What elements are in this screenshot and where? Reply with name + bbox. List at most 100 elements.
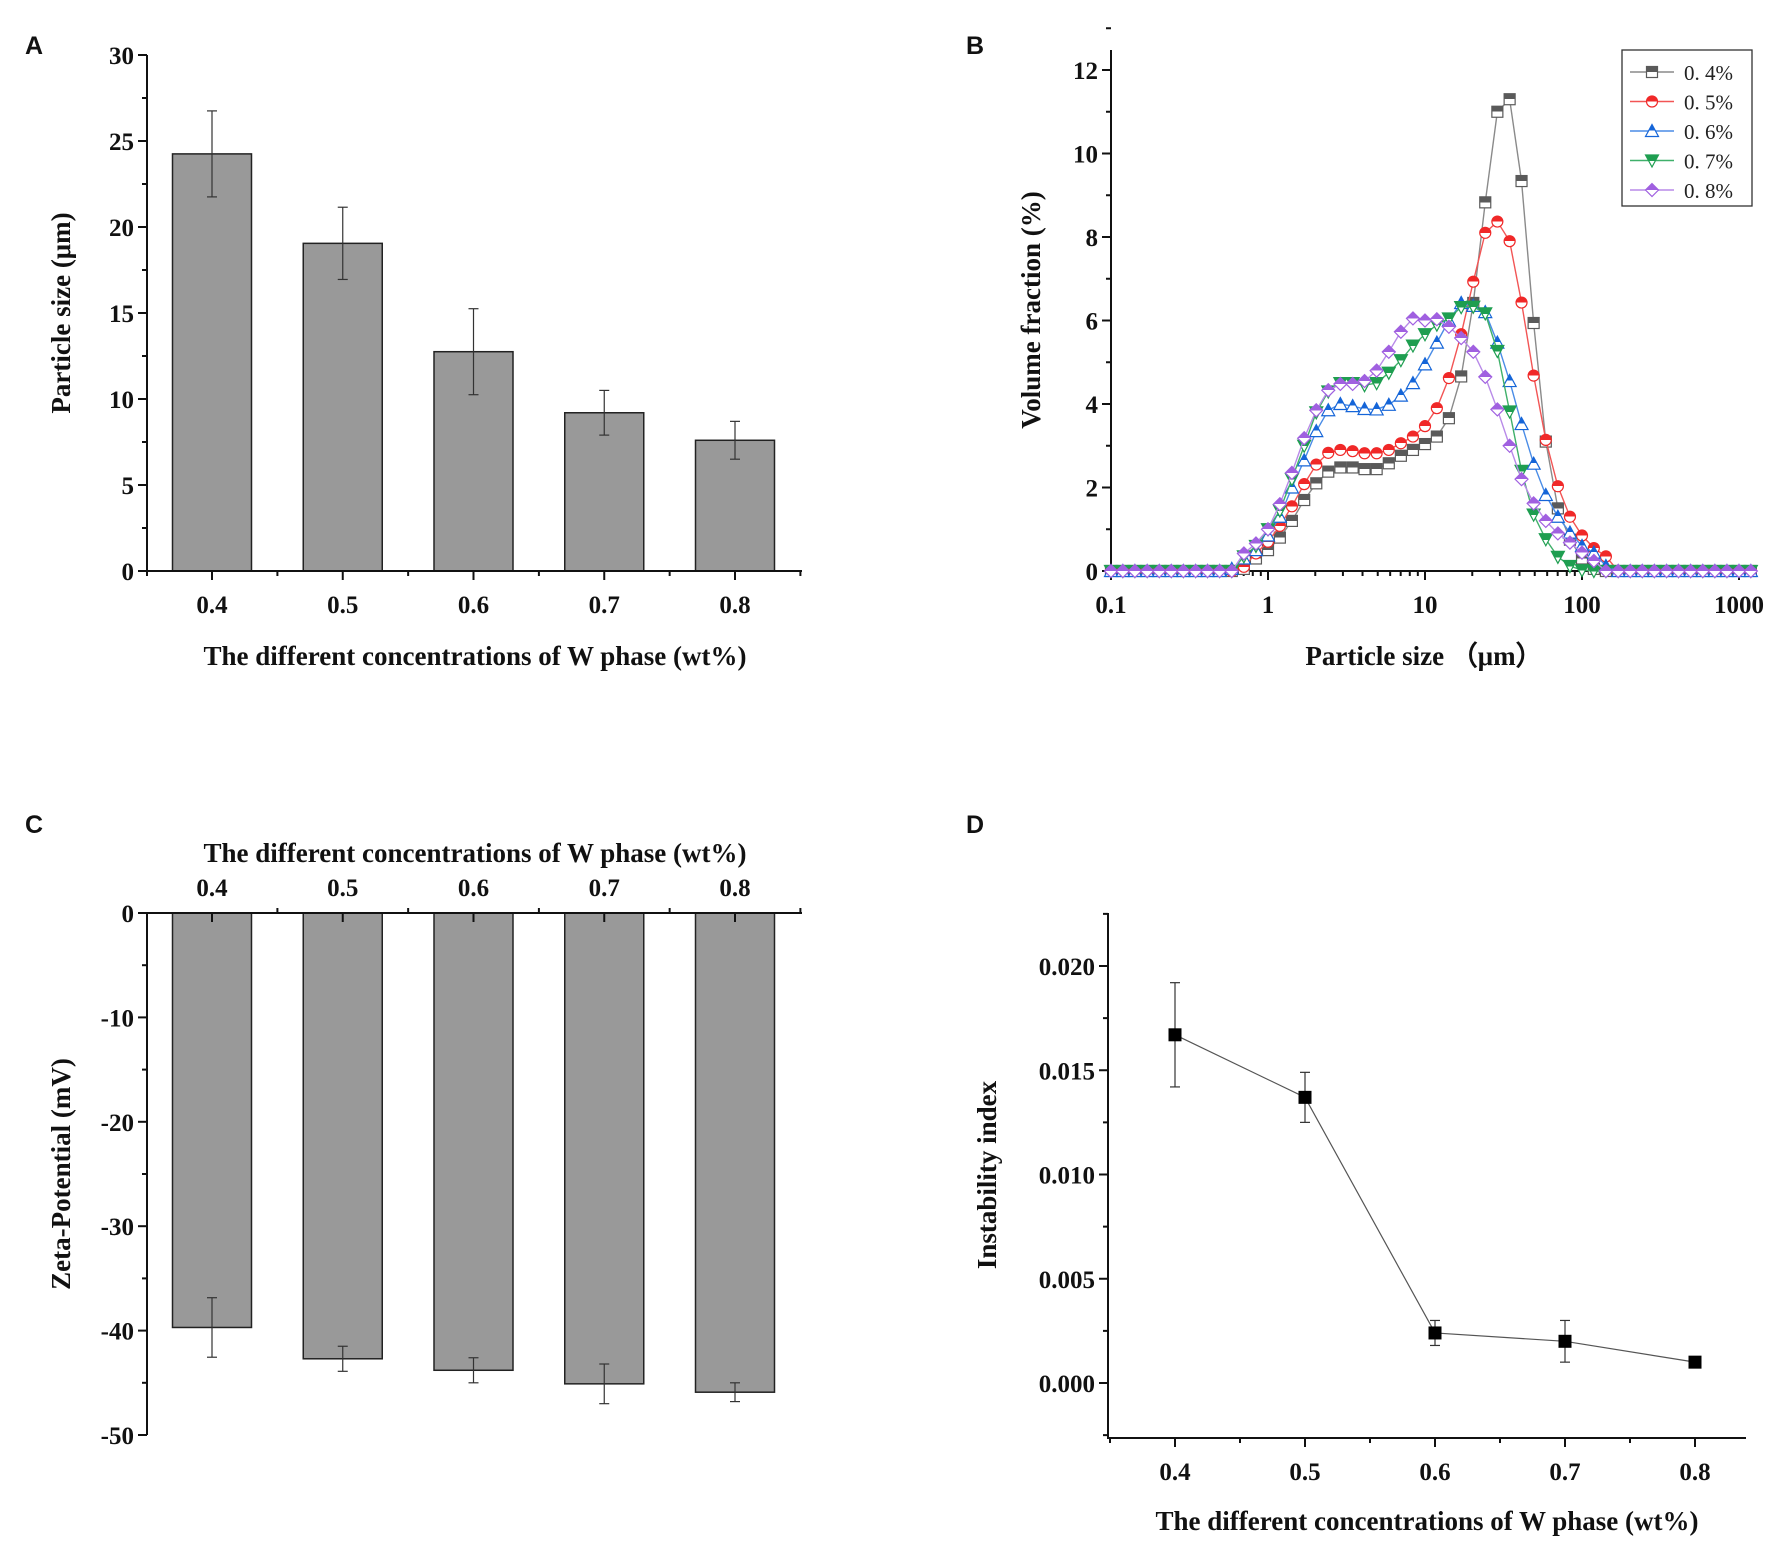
legend: 0. 4% 0. 5% 0. 6% 0. 7% 0. 8% bbox=[1621, 49, 1753, 207]
data-point bbox=[1310, 477, 1323, 490]
data-point bbox=[1394, 449, 1407, 462]
legend-marker bbox=[1645, 65, 1659, 79]
series-05 bbox=[1104, 215, 1757, 578]
panel-c-bar-chart: 0.4 0.5 0.6 0.7 0.8 0 -10 -20 -30 -40 -50 The diffe… bbox=[46, 838, 802, 1450]
data-point bbox=[1538, 533, 1554, 548]
y-tick-label: 0 bbox=[122, 559, 135, 586]
data-point bbox=[1550, 526, 1566, 541]
x-tick-label: 0.7 bbox=[589, 592, 620, 619]
data-point bbox=[1332, 396, 1348, 411]
bar bbox=[564, 912, 645, 1385]
data-point bbox=[1467, 275, 1480, 288]
y-tick-label: -30 bbox=[101, 1214, 134, 1241]
data-point bbox=[1558, 1334, 1572, 1348]
data-point bbox=[1370, 463, 1383, 476]
data-point bbox=[1430, 402, 1443, 415]
data-point bbox=[1503, 235, 1516, 248]
data-point bbox=[1526, 455, 1542, 470]
y-tick-label: 10 bbox=[1073, 142, 1098, 169]
data-point bbox=[1115, 563, 1131, 579]
legend-item: 0. 6% bbox=[1630, 120, 1733, 144]
data-point bbox=[1417, 328, 1433, 343]
data-point bbox=[1127, 563, 1143, 579]
data-point bbox=[1707, 563, 1723, 579]
x-axis-title: Particle size （μm） bbox=[1305, 641, 1542, 671]
x-tick-label: 0.8 bbox=[719, 875, 750, 902]
data-point bbox=[1369, 363, 1384, 378]
data-point bbox=[1320, 382, 1336, 398]
data-point bbox=[1333, 376, 1348, 392]
data-point bbox=[1659, 563, 1674, 579]
x-tick-label: 0.5 bbox=[327, 592, 358, 619]
y-tick-label: 6 bbox=[1086, 309, 1099, 336]
x-tick-label: 0.5 bbox=[327, 875, 358, 902]
y-tick-label: -40 bbox=[101, 1319, 134, 1346]
data-point bbox=[1358, 447, 1371, 460]
data-point bbox=[1527, 316, 1540, 330]
y-tick-label: 0.005 bbox=[1039, 1267, 1095, 1294]
data-point bbox=[1490, 402, 1505, 417]
legend-label: 0. 5% bbox=[1684, 91, 1733, 115]
panel-label-b: B bbox=[966, 32, 984, 60]
data-point bbox=[1695, 563, 1711, 579]
data-point bbox=[1357, 373, 1372, 389]
data-point bbox=[1381, 397, 1397, 411]
data-point bbox=[1322, 446, 1335, 459]
data-point bbox=[1418, 420, 1432, 433]
y-tick-label: -10 bbox=[101, 1005, 134, 1032]
data-point bbox=[1308, 402, 1324, 418]
data-point bbox=[1479, 196, 1492, 209]
data-point bbox=[1393, 324, 1409, 340]
y-axis-title: Particle size (μm) bbox=[46, 212, 76, 413]
y-tick-label: 0 bbox=[122, 901, 135, 928]
data-point bbox=[1455, 370, 1468, 383]
data-point bbox=[1272, 496, 1288, 512]
bar bbox=[171, 912, 253, 1329]
y-tick-label: 0.000 bbox=[1039, 1371, 1095, 1398]
data-point bbox=[1683, 563, 1698, 579]
data-point bbox=[1491, 105, 1504, 118]
data-point bbox=[1296, 452, 1312, 467]
data-point bbox=[1369, 401, 1385, 416]
data-point bbox=[1671, 563, 1686, 579]
legend-item: 0. 5% bbox=[1630, 91, 1733, 115]
data-point bbox=[1248, 536, 1264, 551]
data-point bbox=[1562, 535, 1578, 550]
series-08 bbox=[1103, 311, 1759, 579]
data-point bbox=[1465, 300, 1481, 315]
data-point bbox=[1334, 461, 1347, 474]
data-point bbox=[1514, 471, 1529, 487]
data-point bbox=[1405, 311, 1421, 326]
y-tick-label: 0 bbox=[1086, 559, 1099, 586]
data-point bbox=[1310, 458, 1323, 471]
data-point bbox=[1296, 430, 1312, 446]
data-point bbox=[1731, 563, 1747, 579]
data-point bbox=[1418, 437, 1432, 451]
y-tick-label: 10 bbox=[109, 387, 134, 414]
data-point bbox=[1502, 438, 1517, 454]
y-tick-label: 5 bbox=[122, 473, 135, 500]
data-point bbox=[1586, 553, 1602, 569]
panel-a-bar-chart: 0.4 0.5 0.6 0.7 0.8 0 5 10 15 20 25 30 The different… bbox=[46, 43, 802, 671]
x-tick-label: 100 bbox=[1563, 592, 1601, 619]
data-point bbox=[1598, 563, 1614, 579]
data-point bbox=[1382, 457, 1395, 470]
legend-marker bbox=[1645, 95, 1659, 108]
x-tick-label: 0.8 bbox=[1679, 1459, 1710, 1486]
x-tick-label: 0.6 bbox=[458, 875, 489, 902]
data-point bbox=[1393, 387, 1409, 402]
x-tick-label: 0.6 bbox=[458, 592, 489, 619]
data-point bbox=[1430, 430, 1443, 443]
panel-label-c: C bbox=[25, 811, 43, 839]
x-axis-title: The different concentrations of W phase … bbox=[1156, 1506, 1699, 1536]
legend-box bbox=[1621, 49, 1753, 207]
data-point bbox=[1538, 487, 1554, 502]
data-point bbox=[1298, 478, 1311, 491]
data-point bbox=[1103, 563, 1119, 579]
data-point bbox=[1334, 443, 1347, 457]
data-point bbox=[1224, 563, 1240, 579]
y-tick-label: 0.015 bbox=[1039, 1058, 1095, 1085]
data-point bbox=[1405, 339, 1421, 354]
data-point bbox=[1743, 563, 1759, 579]
x-tick-label: 0.4 bbox=[196, 592, 228, 619]
